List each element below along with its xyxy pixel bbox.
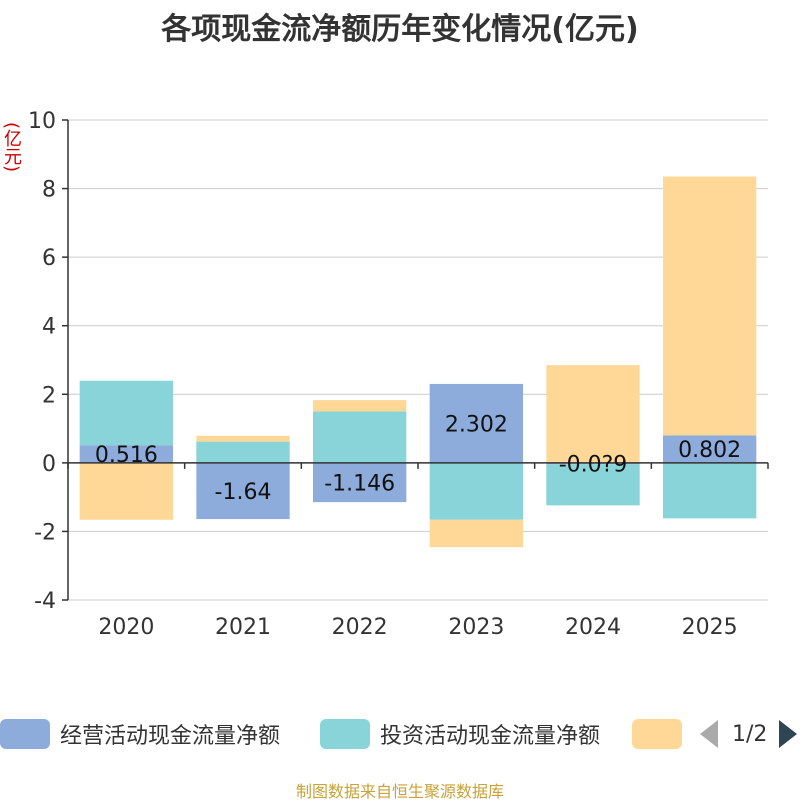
bar-2-2025[interactable]: [663, 462, 757, 519]
y-tick-label: 2: [42, 383, 56, 408]
y-axis-unit-label: (亿元): [1, 122, 22, 173]
pager-text: 1/2: [732, 721, 768, 747]
axes: -4 -2 0 2 4 6 8 10 2020 2021 2022 2023 2024 2025: [28, 109, 769, 640]
bar-2-2020[interactable]: [79, 380, 173, 446]
bar-1-2021[interactable]: [196, 462, 290, 520]
data-label: 2.302: [445, 412, 508, 437]
bar-1-2020[interactable]: [79, 445, 173, 463]
source-note: 制图数据来自恒生聚源数据库: [295, 782, 504, 801]
chart-title: 各项现金流净额历年变化情况(亿元): [161, 12, 639, 47]
bar-3-2023[interactable]: [429, 519, 523, 548]
pager-prev-icon[interactable]: [700, 720, 718, 748]
y-tick-label: 10: [28, 109, 56, 134]
legend-item-operating[interactable]: 经营活动现金流量净额: [0, 714, 280, 754]
bar-3-2021[interactable]: [196, 435, 290, 442]
y-tick-label: 8: [42, 178, 56, 203]
x-tick-label: 2023: [448, 615, 504, 640]
legend-item-financing[interactable]: [632, 714, 692, 754]
grid-lines: [68, 119, 768, 601]
x-tick-label: 2022: [332, 615, 388, 640]
data-label: -1.64: [215, 480, 272, 505]
bar-2-2024[interactable]: [546, 464, 640, 506]
y-tick-label: 6: [42, 246, 56, 271]
x-tick-label: 2024: [565, 615, 621, 640]
legend-swatch-operating: [0, 719, 50, 749]
data-label: 0.802: [678, 438, 741, 463]
bar-3-2025[interactable]: [663, 176, 757, 436]
legend-label-investing: 投资活动现金流量净额: [380, 724, 601, 749]
bar-2-2022[interactable]: [313, 411, 407, 463]
pager-next-icon[interactable]: [779, 720, 798, 748]
data-label: 0.516: [95, 443, 158, 468]
legend-swatch-financing: [632, 719, 682, 749]
bar-1-2022[interactable]: [313, 462, 407, 503]
bar-1-2023[interactable]: [429, 383, 523, 463]
bar-3-2022[interactable]: [313, 400, 407, 412]
legend-swatch-investing: [320, 719, 370, 749]
legend: 经营活动现金流量净额 投资活动现金流量净额 1/2: [0, 714, 800, 754]
bars: [79, 176, 757, 548]
legend-item-investing[interactable]: 投资活动现金流量净额: [320, 714, 600, 754]
x-tick-label: 2021: [215, 615, 271, 640]
bar-1-2025[interactable]: [663, 435, 757, 463]
y-tick-label: -2: [34, 520, 56, 545]
legend-label-operating: 经营活动现金流量净额: [60, 724, 281, 749]
data-label: -1.146: [324, 472, 395, 497]
data-label: -0.0?9: [559, 453, 628, 478]
legend-pager: 1/2: [700, 714, 800, 754]
y-tick-label: -4: [34, 589, 56, 614]
bar-2-2021[interactable]: [196, 441, 290, 463]
data-labels: 0.516 -1.64 -1.146 2.302 -0.0?9 0.802: [95, 412, 741, 505]
bar-3-2024[interactable]: [546, 365, 640, 463]
x-tick-label: 2020: [98, 615, 154, 640]
y-tick-label: 4: [42, 315, 56, 340]
bar-2-2023[interactable]: [429, 462, 523, 520]
x-tick-label: 2025: [682, 615, 738, 640]
y-tick-label: 0: [42, 452, 56, 477]
bar-3-2020[interactable]: [79, 462, 173, 520]
